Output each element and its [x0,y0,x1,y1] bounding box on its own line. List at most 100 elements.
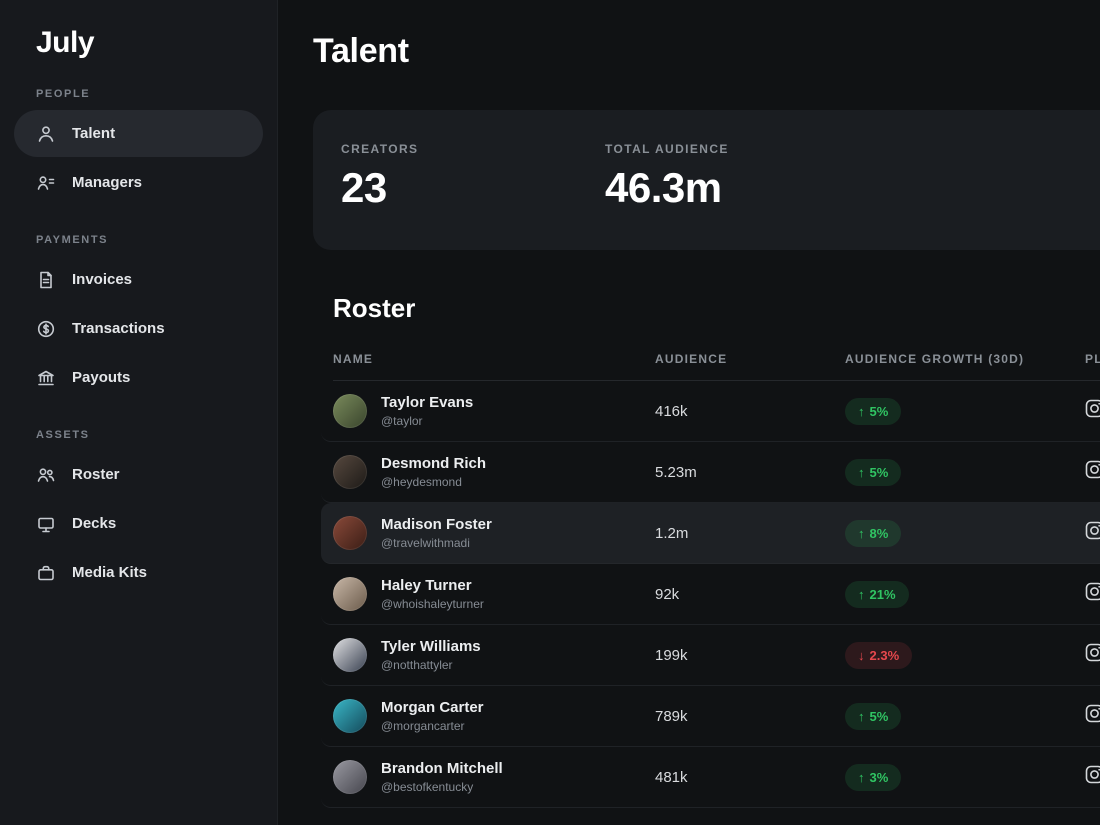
sidebar-item-talent[interactable]: Talent [14,110,263,157]
table-row[interactable]: Haley Turner @whoishaleyturner 92k ↑ 21% [321,564,1100,625]
main-content: Talent CREATORS 23 TOTAL AUDIENCE 46.3m … [278,0,1100,825]
growth-arrow-icon: ↑ [858,586,865,602]
creator-name: Tyler Williams [381,638,481,655]
section-label-assets: ASSETS [36,429,90,441]
table-row[interactable]: Taylor Evans @taylor 416k ↑ 5% [321,381,1100,442]
avatar [333,699,367,733]
instagram-icon[interactable] [1085,765,1100,789]
roster-table-header: NAME AUDIENCE AUDIENCE GROWTH (30D) PLAT… [333,352,1100,381]
manager-icon [36,173,56,193]
growth-value: 8% [869,525,889,541]
creator-handle: @bestofkentucky [381,780,474,794]
audience-value: 1.2m [655,524,689,542]
instagram-icon[interactable] [1085,399,1100,423]
sidebar-item-label: Transactions [72,320,165,337]
platform-cell [1085,765,1100,789]
sidebar-section-payments: PAYMENTS Invoices Transactions Payouts [0,234,277,401]
avatar [333,394,367,428]
sidebar: July PEOPLE Talent Managers PAYMENTS Inv… [0,0,278,825]
growth-badge: ↑ 5% [845,702,902,730]
growth-value: 3% [869,769,889,785]
stat-value: 23 [341,164,387,211]
creator-cell: Madison Foster @travelwithmadi [333,516,655,550]
app-logo: July [36,26,95,59]
creator-cell: Haley Turner @whoishaleyturner [333,577,655,611]
growth-arrow-icon: ↑ [858,708,865,724]
table-row[interactable]: Desmond Rich @heydesmond 5.23m ↑ 5% [321,442,1100,503]
growth-badge: ↓ 2.3% [845,641,913,669]
screen-icon [36,514,56,534]
growth-arrow-icon: ↑ [858,525,865,541]
person-icon [36,124,56,144]
bank-icon [36,368,56,388]
growth-cell: ↑ 5% [845,458,1085,486]
page-title: Talent [313,32,409,70]
platform-cell [1085,460,1100,484]
growth-cell: ↑ 21% [845,580,1085,608]
table-row[interactable]: Brandon Mitchell @bestofkentucky 481k ↑ … [321,747,1100,808]
creator-cell: Brandon Mitchell @bestofkentucky [333,760,655,794]
section-label-people: PEOPLE [36,88,91,100]
avatar [333,760,367,794]
audience-value: 199k [655,646,688,664]
audience-value: 481k [655,768,688,786]
dollar-icon [36,319,56,339]
creator-handle: @whoishaleyturner [381,597,484,611]
growth-value: 5% [869,403,889,419]
sidebar-item-transactions[interactable]: Transactions [14,305,263,352]
briefcase-icon [36,563,56,583]
growth-badge: ↑ 21% [845,580,909,608]
creator-handle: @taylor [381,414,423,428]
growth-badge: ↑ 3% [845,763,902,791]
sidebar-section-people: PEOPLE Talent Managers [0,88,277,206]
audience-value: 5.23m [655,463,697,481]
growth-arrow-icon: ↑ [858,769,865,785]
growth-badge: ↑ 5% [845,397,902,425]
sidebar-item-label: Invoices [72,271,133,288]
sidebar-item-label: Payouts [72,369,131,386]
growth-badge: ↑ 5% [845,458,902,486]
instagram-icon[interactable] [1085,521,1100,545]
sidebar-item-invoices[interactable]: Invoices [14,256,263,303]
table-row[interactable]: Tyler Williams @notthattyler 199k ↓ 2.3% [321,625,1100,686]
growth-badge: ↑ 8% [845,519,902,547]
platform-cell [1085,399,1100,423]
sidebar-item-label: Media Kits [72,564,148,581]
platform-cell [1085,704,1100,728]
column-header-name: NAME [333,352,374,366]
growth-cell: ↓ 2.3% [845,641,1085,669]
creator-cell: Morgan Carter @morgancarter [333,699,655,733]
stat-total-audience: TOTAL AUDIENCE 46.3m [605,142,869,250]
platform-cell [1085,582,1100,606]
instagram-icon[interactable] [1085,704,1100,728]
avatar [333,516,367,550]
column-header-platforms: PLATFORMS [1085,352,1100,366]
creator-handle: @morgancarter [381,719,465,733]
table-row[interactable]: Morgan Carter @morgancarter 789k ↑ 5% [321,686,1100,747]
sidebar-item-label: Roster [72,466,120,483]
sidebar-item-roster[interactable]: Roster [14,451,263,498]
creator-name: Morgan Carter [381,699,484,716]
instagram-icon[interactable] [1085,643,1100,667]
growth-value: 5% [869,708,889,724]
growth-cell: ↑ 8% [845,519,1085,547]
sidebar-item-payouts[interactable]: Payouts [14,354,263,401]
creator-handle: @notthattyler [381,658,453,672]
instagram-icon[interactable] [1085,460,1100,484]
growth-cell: ↑ 5% [845,397,1085,425]
creator-handle: @heydesmond [381,475,462,489]
sidebar-item-media-kits[interactable]: Media Kits [14,549,263,596]
sidebar-item-decks[interactable]: Decks [14,500,263,547]
sidebar-item-managers[interactable]: Managers [14,159,263,206]
audience-value: 92k [655,585,680,603]
invoice-icon [36,270,56,290]
creator-name: Brandon Mitchell [381,760,503,777]
creator-name: Madison Foster [381,516,492,533]
table-row[interactable]: Madison Foster @travelwithmadi 1.2m ↑ 8% [321,503,1100,564]
instagram-icon[interactable] [1085,582,1100,606]
sidebar-item-label: Managers [72,174,143,191]
stat-label: TOTAL AUDIENCE [605,142,729,156]
roster-rows: Taylor Evans @taylor 416k ↑ 5% Desmond R… [321,381,1100,808]
column-header-audience: AUDIENCE [655,352,728,366]
platform-cell [1085,643,1100,667]
